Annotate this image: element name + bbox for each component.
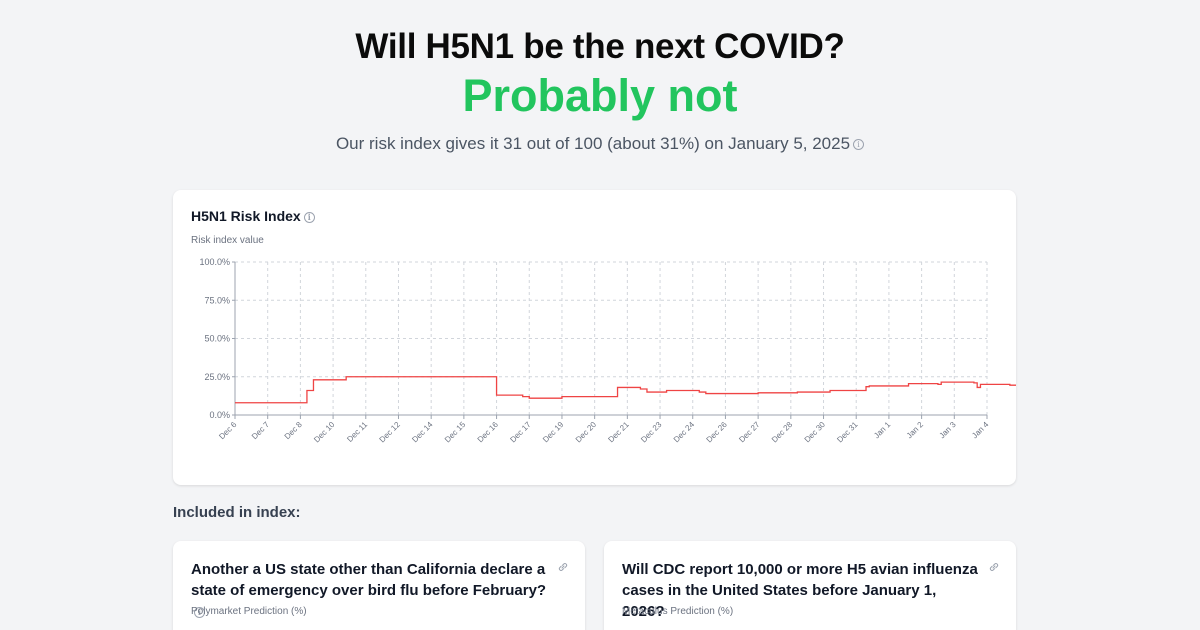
y-tick-label: 100.0%	[199, 257, 230, 267]
question-title-text: Another a US state other than California…	[191, 561, 546, 599]
x-tick-label: Dec 30	[803, 420, 828, 445]
x-tick-label: Dec 16	[476, 420, 501, 445]
info-icon[interactable]: i	[853, 139, 864, 150]
link-icon[interactable]	[988, 561, 1000, 573]
x-tick-label: Dec 11	[345, 420, 369, 444]
x-tick-label: Dec 14	[410, 420, 435, 445]
x-tick-label: Dec 7	[250, 420, 272, 442]
hero-section: Will H5N1 be the next COVID? Probably no…	[0, 0, 1200, 156]
x-tick-label: Dec 28	[770, 420, 795, 445]
x-tick-label: Dec 24	[672, 420, 697, 445]
x-tick-label: Jan 1	[872, 420, 893, 441]
x-tick-label: Dec 8	[283, 420, 305, 442]
x-tick-label: Dec 23	[639, 420, 664, 445]
question-card[interactable]: Will CDC report 10,000 or more H5 avian …	[604, 541, 1016, 630]
risk-index-chart: 0.0% 25.0% 50.0% 75.0% 100.0% Dec 6 Dec 7 Dec 8…	[173, 190, 1016, 485]
question-card[interactable]: Another a US state other than California…	[173, 541, 585, 630]
risk-index-chart-card: H5N1 Risk Index i Risk index value 0.0% 25…	[173, 190, 1016, 485]
x-tick-label: Dec 6	[217, 420, 239, 442]
y-tick-label: 75.0%	[204, 295, 230, 305]
risk-summary: Our risk index gives it 31 out of 100 (a…	[0, 132, 1200, 156]
x-tick-label: Dec 31	[835, 420, 860, 445]
x-tick-label: Jan 2	[905, 420, 926, 441]
x-tick-label: Dec 12	[378, 420, 403, 445]
x-tick-label: Dec 21	[606, 420, 631, 445]
x-tick-label: Dec 10	[312, 420, 337, 445]
series-line	[235, 368, 1016, 403]
y-tick-label: 25.0%	[204, 372, 230, 382]
y-tick-label: 50.0%	[204, 334, 230, 344]
verdict-text: Probably not	[0, 68, 1200, 124]
question-source: Polymarket Prediction (%)	[191, 606, 307, 617]
included-heading: Included in index:	[173, 504, 301, 521]
y-tick-label: 0.0%	[209, 410, 230, 420]
question-source: Metaculus Prediction (%)	[622, 606, 733, 617]
page-title: Will H5N1 be the next COVID?	[0, 26, 1200, 68]
x-tick-label: Dec 20	[574, 420, 599, 445]
x-tick-label: Jan 3	[938, 420, 959, 441]
x-tick-label: Dec 27	[737, 420, 762, 445]
x-tick-label: Dec 26	[705, 420, 730, 445]
x-tick-label: Dec 15	[443, 420, 468, 445]
x-tick-label: Jan 4	[970, 420, 991, 441]
link-icon[interactable]	[557, 561, 569, 573]
risk-summary-text: Our risk index gives it 31 out of 100 (a…	[336, 134, 850, 153]
x-tick-label: Dec 17	[508, 420, 533, 445]
x-tick-label: Dec 19	[541, 420, 566, 445]
